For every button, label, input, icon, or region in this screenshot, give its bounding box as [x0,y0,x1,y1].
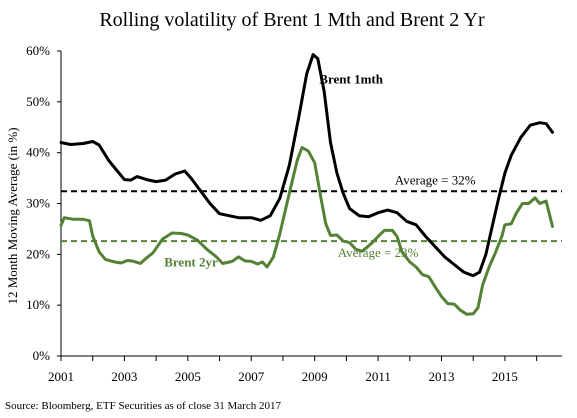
source-note: Source: Bloomberg, ETF Securities as of … [5,400,281,412]
annotation-label: Brent 1mth [319,72,383,87]
x-tick-label: 2009 [302,369,328,384]
x-tick-label: 2013 [429,369,455,384]
y-tick-label: 40% [26,145,50,160]
y-tick-label: 60% [26,43,50,58]
chart-title: Rolling volatility of Brent 1 Mth and Br… [99,9,485,31]
y-tick-label: 30% [26,196,50,211]
plot-area: 0% 10% 20% 30% 40% 50% 60% 2001 2003 2005 2007 2009… [26,43,562,384]
x-tick-label: 2007 [238,369,265,384]
x-tick-label: 2003 [111,369,137,384]
y-tick-label: 50% [26,94,50,109]
annotation-label: Brent 2yr [164,255,218,270]
y-tick-label: 20% [26,246,50,261]
annotation-label: Average = 32% [395,173,476,188]
brent-2yr-line [59,146,554,316]
annotation-label: Average = 23% [338,245,419,260]
y-axis-title: 12 Month Moving Average (in %) [5,127,20,304]
x-tick-label: 2005 [175,369,201,384]
x-tick-label: 2011 [365,369,391,384]
x-tick-label: 2015 [492,369,518,384]
y-tick-label: 10% [26,297,50,312]
y-tick-label: 0% [33,348,51,363]
x-tick-label: 2001 [48,369,74,384]
brent-1mth-line [59,53,554,278]
